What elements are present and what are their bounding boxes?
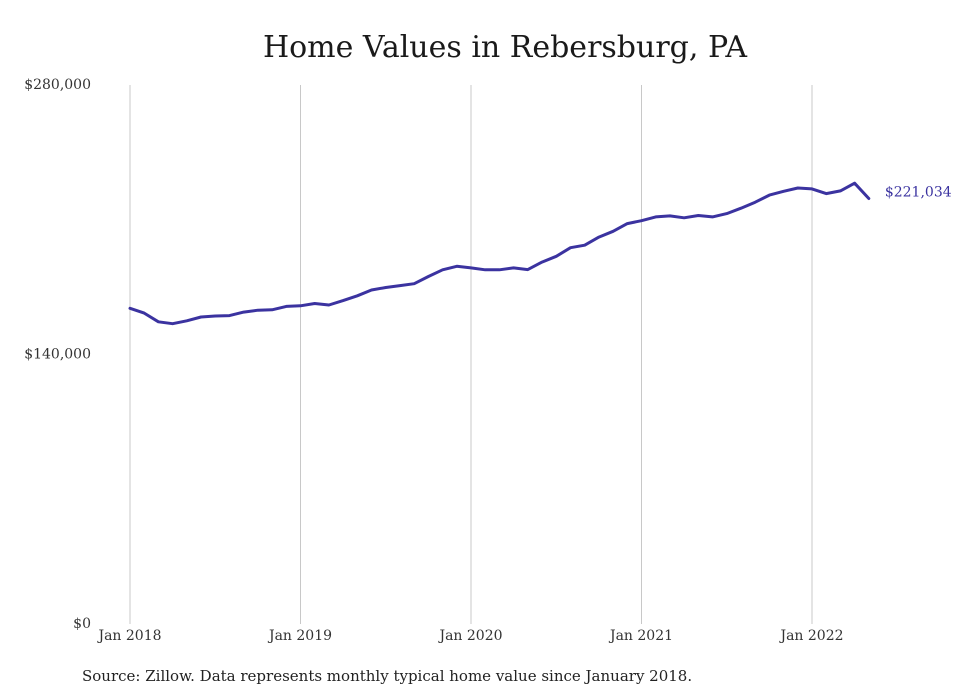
chart-title: Home Values in Rebersburg, PA <box>262 30 748 65</box>
x-tick-label: Jan 2020 <box>437 628 502 644</box>
grid-layer <box>129 85 813 624</box>
source-note: Source: Zillow. Data represents monthly … <box>82 667 693 685</box>
x-axis: Jan 2018 Jan 2019 Jan 2020 Jan 2021 Jan 2022 <box>96 628 843 644</box>
y-tick-label: $280,000 <box>24 77 91 93</box>
y-tick-label: $0 <box>73 616 91 632</box>
x-tick-label: Jan 2022 <box>778 628 843 644</box>
y-tick-label: $140,000 <box>24 347 91 363</box>
end-value-label: $221,034 <box>885 185 952 201</box>
x-tick-label: Jan 2021 <box>608 628 673 644</box>
y-axis: $0 $140,000 $280,000 <box>24 77 91 632</box>
x-tick-label: Jan 2019 <box>267 628 332 644</box>
x-tick-label: Jan 2018 <box>96 628 161 644</box>
series-layer: $221,034 <box>128 181 952 326</box>
series-line <box>128 181 871 326</box>
